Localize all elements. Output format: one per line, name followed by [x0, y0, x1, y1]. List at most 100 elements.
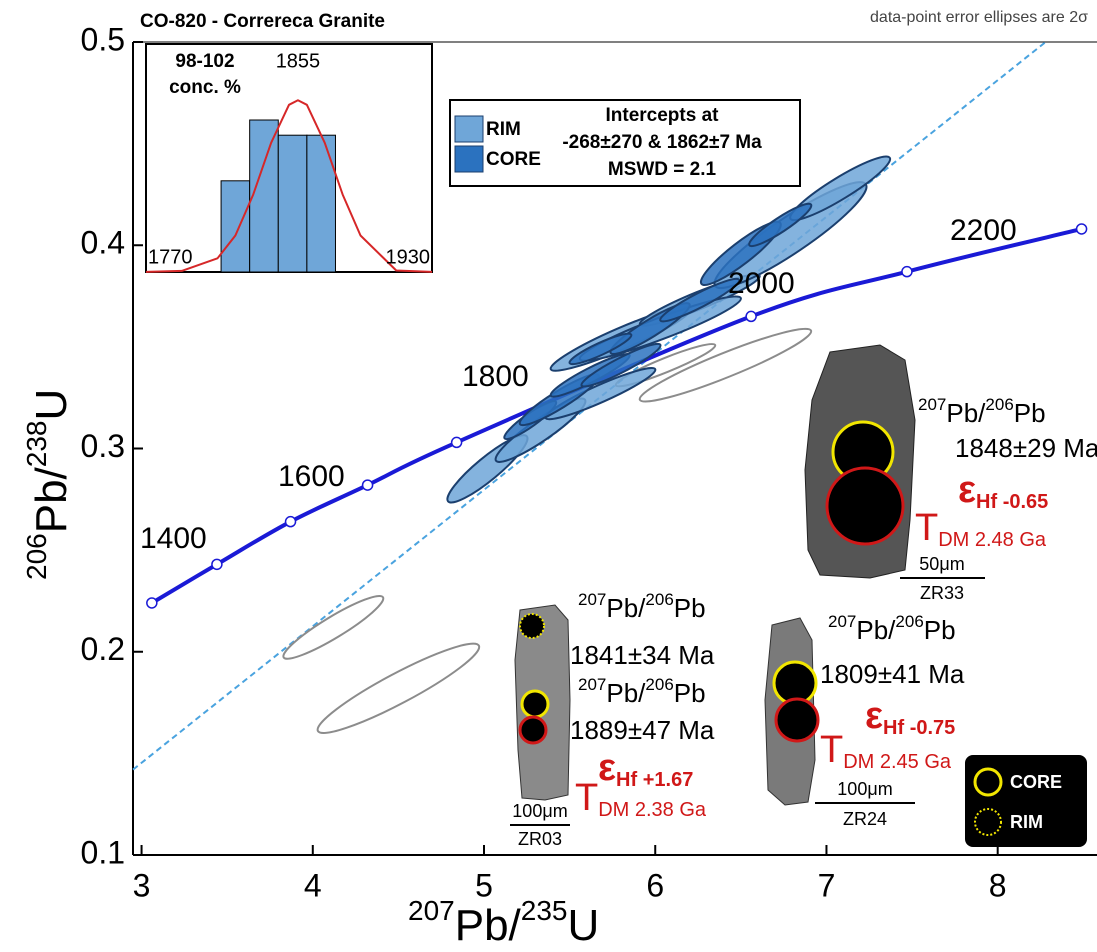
zircon-images: [510, 344, 1087, 847]
histogram-bar: [220, 180, 251, 273]
x-axis-label-part: U: [567, 901, 599, 950]
tdm-label-part: DM 2.45 Ga: [843, 751, 952, 773]
concordia-marker: [284, 515, 297, 528]
concordia-age-label: 1800: [462, 360, 529, 393]
y-axis-label-part: Pb/: [27, 466, 76, 533]
y-tick-label: 0.2: [81, 631, 125, 667]
concordia-marker: [361, 479, 374, 491]
concordia-marker: [745, 310, 757, 323]
concordia-age-label: 2200: [950, 214, 1017, 247]
ratio-label-part: Pb/: [606, 593, 646, 623]
ratio-label-part: Pb: [1014, 398, 1046, 428]
ratio-label-part: 206: [985, 395, 1013, 414]
chart-subtitle: data-point error ellipses are 2σ: [870, 9, 1088, 26]
scale-label: 100μm: [512, 801, 567, 821]
data-ellipse: [580, 342, 662, 388]
spot-legend-core: [973, 767, 1003, 797]
ratio-label: 207Pb/206Pb: [828, 612, 956, 645]
histogram-bar: [249, 119, 279, 273]
y-tick-label: 0.4: [81, 225, 125, 261]
concordia-marker: [450, 436, 463, 449]
ratio-label-part: Pb: [924, 615, 956, 645]
concordia-age-label: 1400: [140, 522, 207, 555]
legend-text: -268±270 & 1862±7 Ma: [562, 132, 762, 153]
y-axis-label: 206Pb/238U: [21, 389, 76, 580]
ratio-label-part: 207: [578, 590, 606, 609]
legend-swatch: [454, 115, 484, 143]
ehf-label-part: ε: [598, 747, 616, 789]
tdm-label-part: T: [575, 777, 598, 819]
y-axis-label-part: U: [27, 389, 76, 421]
concordia-age-label: 1600: [278, 460, 345, 493]
x-tick-label: 8: [989, 867, 1007, 903]
ehf-label: εHf +1.67: [598, 747, 693, 791]
data-ellipse: [568, 332, 633, 366]
tdm-label: TDM 2.45 Ga: [820, 729, 952, 773]
ratio-label-part: Pb/: [606, 678, 646, 708]
legend-box: [449, 99, 801, 187]
ratio-label-part: Pb/: [856, 615, 896, 645]
hf-spot: [825, 466, 905, 546]
spot-legend-label: CORE: [1010, 772, 1062, 792]
chart-title: CO-820 - Correreca Granite: [140, 11, 385, 32]
x-tick-label: 7: [818, 867, 836, 903]
tdm-label-part: T: [915, 507, 938, 549]
spot-legend-label: RIM: [1010, 812, 1043, 832]
ratio-label: 207Pb/206Pb: [918, 395, 1046, 428]
rim-spot: [519, 613, 545, 639]
ehf-label: εHf -0.75: [865, 695, 955, 739]
tdm-label: TDM 2.48 Ga: [915, 507, 1047, 551]
x-tick-label: 4: [304, 867, 322, 903]
histogram-bar: [306, 134, 336, 273]
ratio-label-part: 207: [578, 675, 606, 694]
grain-id: ZR03: [518, 829, 562, 849]
excluded-ellipse: [282, 594, 385, 660]
ratio-label-part: 206: [645, 590, 673, 609]
ratio-label-part: 207: [828, 612, 856, 631]
tdm-label-part: T: [820, 729, 843, 771]
grain-id: ZR33: [920, 583, 964, 603]
legend-swatch: [454, 145, 484, 173]
hf-spot: [774, 697, 820, 743]
tdm-label-part: DM 2.48 Ga: [938, 529, 1047, 551]
y-tick-label: 0.5: [81, 21, 125, 57]
data-ellipse: [748, 202, 813, 248]
ratio-label: 207Pb/206Pb: [578, 675, 706, 708]
ehf-label: εHf -0.65: [958, 469, 1048, 513]
age-label: 1841±34 Ma: [570, 640, 715, 670]
ehf-label-part: Hf -0.75: [883, 717, 955, 739]
ratio-label-part: Pb: [674, 593, 706, 623]
ehf-label-part: ε: [958, 469, 976, 511]
x-tick-label: 6: [646, 867, 664, 903]
y-tick-label: 0.3: [81, 428, 125, 464]
ratio-label-part: 206: [645, 675, 673, 694]
data-ellipse: [659, 277, 741, 323]
age-label: 1889±47 Ma: [570, 715, 715, 745]
legend-label: RIM: [486, 119, 521, 140]
spot-legend-rim: [974, 808, 1002, 836]
age-label: 1848±29 Ma: [955, 433, 1097, 463]
y-axis-label-part: 206: [21, 533, 52, 580]
inset-title: conc. %: [169, 77, 241, 98]
age-label: 1809±41 Ma: [820, 659, 965, 689]
ratio-label-part: 207: [918, 395, 946, 414]
ehf-label-part: Hf +1.67: [616, 769, 693, 791]
inset-title: 98-102: [175, 51, 234, 72]
concordia-marker: [901, 265, 913, 278]
x-axis-label-part: 207: [408, 895, 455, 926]
excluded-ellipse: [638, 327, 813, 403]
ratio-label-part: 206: [895, 612, 923, 631]
legend-label: CORE: [486, 149, 541, 170]
inset-x-tick-label: 1770: [148, 246, 193, 268]
hf-spot: [518, 715, 548, 745]
x-tick-label: 5: [475, 867, 493, 903]
tdm-label: TDM 2.38 Ga: [575, 777, 707, 821]
ratio-label-part: Pb: [674, 678, 706, 708]
y-tick-label: 0.1: [81, 834, 125, 870]
inset-peak-label: 1855: [276, 50, 321, 72]
ehf-label-part: Hf -0.65: [976, 491, 1048, 513]
legend-text: Intercepts at: [606, 105, 720, 126]
inset-x-tick-label: 1930: [386, 246, 431, 268]
